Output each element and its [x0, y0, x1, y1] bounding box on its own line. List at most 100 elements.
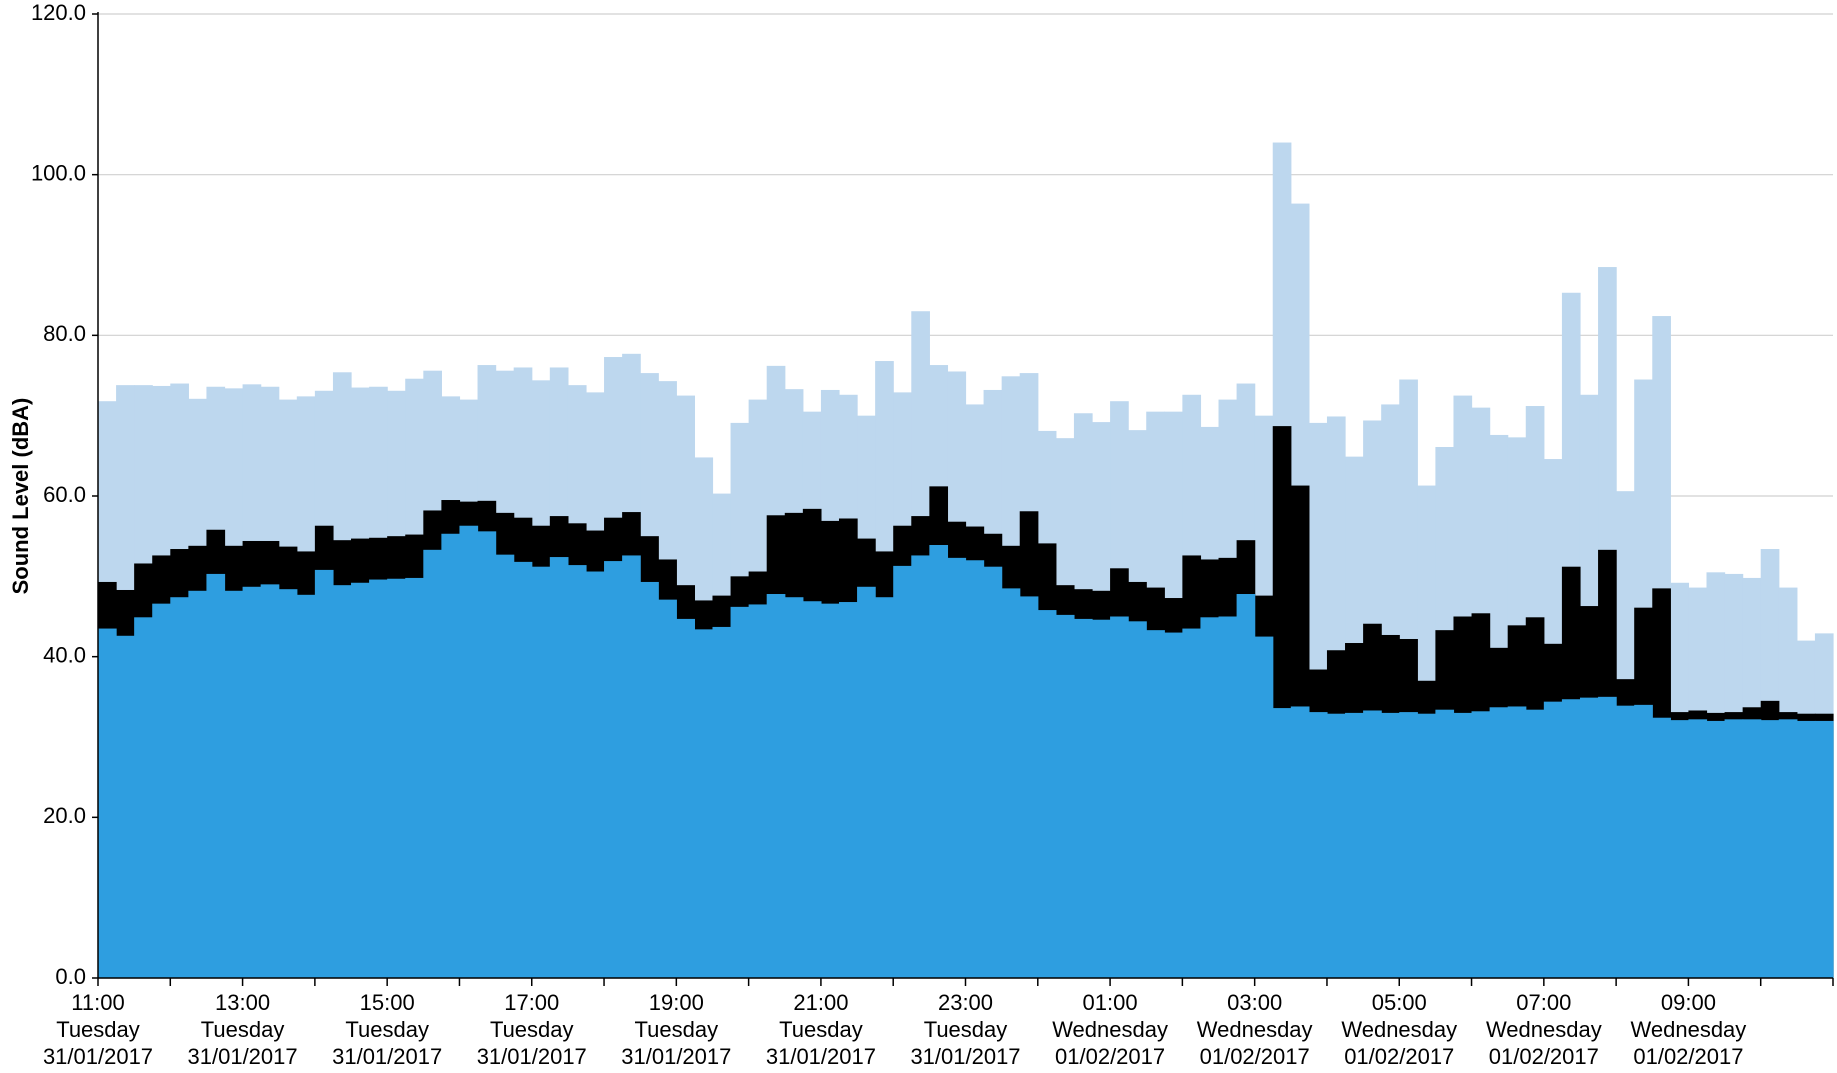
- bar: [1308, 712, 1328, 978]
- x-tick-label: 01/02/2017: [1055, 1044, 1165, 1069]
- bar: [1363, 710, 1382, 978]
- bar: [857, 586, 876, 978]
- x-tick-label: 05:00: [1372, 990, 1427, 1015]
- bar: [965, 560, 985, 978]
- bar: [1616, 705, 1635, 978]
- bar: [784, 597, 804, 978]
- x-tick-label: 03:00: [1227, 990, 1282, 1015]
- bar: [1561, 699, 1581, 978]
- bar: [1236, 594, 1256, 978]
- x-tick-label: Tuesday: [635, 1017, 719, 1042]
- bar: [387, 578, 406, 978]
- bar: [549, 557, 569, 978]
- bar: [802, 601, 822, 978]
- bar: [1128, 621, 1147, 978]
- bar: [1634, 704, 1653, 978]
- y-tick-label: 20.0: [43, 803, 86, 828]
- bar: [1688, 719, 1708, 978]
- bar: [838, 602, 858, 978]
- bar: [694, 629, 714, 978]
- bar: [676, 618, 696, 978]
- bar: [820, 603, 840, 978]
- bar: [893, 565, 912, 978]
- bar: [1417, 713, 1436, 978]
- bar: [188, 590, 208, 978]
- x-tick-label: Wednesday: [1341, 1017, 1457, 1042]
- x-tick-label: Tuesday: [490, 1017, 574, 1042]
- bar: [1019, 596, 1039, 978]
- y-tick-label: 80.0: [43, 321, 86, 346]
- bar: [585, 571, 605, 978]
- bar: [1399, 712, 1418, 978]
- bar: [1814, 720, 1834, 978]
- x-tick-label: 17:00: [504, 990, 559, 1015]
- x-tick-label: 01/02/2017: [1344, 1044, 1454, 1069]
- bar: [260, 584, 280, 978]
- bar: [1110, 616, 1129, 978]
- x-tick-label: 31/01/2017: [910, 1044, 1020, 1069]
- x-tick-label: Wednesday: [1197, 1017, 1313, 1042]
- bar: [712, 626, 732, 978]
- bar: [278, 589, 298, 978]
- bar: [1254, 636, 1274, 978]
- x-tick-label: Wednesday: [1631, 1017, 1747, 1042]
- bar: [242, 586, 262, 978]
- bar: [441, 533, 461, 978]
- x-tick-label: Wednesday: [1052, 1017, 1168, 1042]
- bar: [1345, 712, 1364, 978]
- bar: [1796, 720, 1816, 978]
- x-tick-label: 01/02/2017: [1633, 1044, 1743, 1069]
- bar: [1055, 614, 1075, 978]
- bar: [116, 635, 135, 978]
- bar: [1290, 706, 1310, 978]
- bar: [1742, 719, 1762, 978]
- bar: [1218, 616, 1238, 978]
- bar: [875, 597, 894, 978]
- bar: [1543, 701, 1563, 978]
- bar: [1182, 628, 1202, 978]
- bar: [1652, 717, 1671, 978]
- x-tick-label: 21:00: [793, 990, 848, 1015]
- bar: [1525, 709, 1545, 978]
- bar: [911, 555, 930, 978]
- x-tick-label: Tuesday: [56, 1017, 140, 1042]
- bar: [1760, 720, 1780, 978]
- bar: [929, 545, 949, 978]
- x-tick-label: 01/02/2017: [1489, 1044, 1599, 1069]
- bar: [1001, 588, 1021, 978]
- x-tick-label: 01:00: [1083, 990, 1138, 1015]
- bar: [296, 594, 316, 978]
- y-tick-label: 120.0: [31, 0, 86, 25]
- x-tick-label: 19:00: [649, 990, 704, 1015]
- x-tick-label: 11:00: [71, 990, 124, 1015]
- bar: [1778, 719, 1798, 978]
- bar: [206, 573, 226, 978]
- bar: [748, 604, 768, 978]
- bar: [1164, 632, 1183, 978]
- bar: [1453, 712, 1473, 978]
- x-tick-label: Wednesday: [1486, 1017, 1602, 1042]
- bar: [477, 531, 497, 978]
- bar: [1489, 707, 1509, 978]
- x-tick-label: 23:00: [938, 990, 993, 1015]
- bar: [567, 565, 587, 978]
- x-tick-label: 07:00: [1516, 990, 1571, 1015]
- y-tick-label: 40.0: [43, 642, 86, 667]
- bar: [983, 566, 1003, 978]
- bar: [314, 569, 334, 978]
- bar: [1471, 711, 1491, 978]
- x-tick-label: 09:00: [1661, 990, 1716, 1015]
- x-tick-label: 31/01/2017: [43, 1044, 153, 1069]
- y-tick-label: 0.0: [55, 964, 86, 989]
- x-tick-label: 13:00: [215, 990, 270, 1015]
- bar: [604, 561, 623, 978]
- x-tick-label: 31/01/2017: [621, 1044, 731, 1069]
- bar: [730, 606, 750, 978]
- bar: [622, 555, 641, 978]
- bar: [1037, 610, 1057, 978]
- bar: [170, 597, 189, 978]
- y-axis-label: Sound Level (dBA): [8, 398, 33, 595]
- bar: [1200, 617, 1220, 978]
- x-tick-label: Tuesday: [345, 1017, 429, 1042]
